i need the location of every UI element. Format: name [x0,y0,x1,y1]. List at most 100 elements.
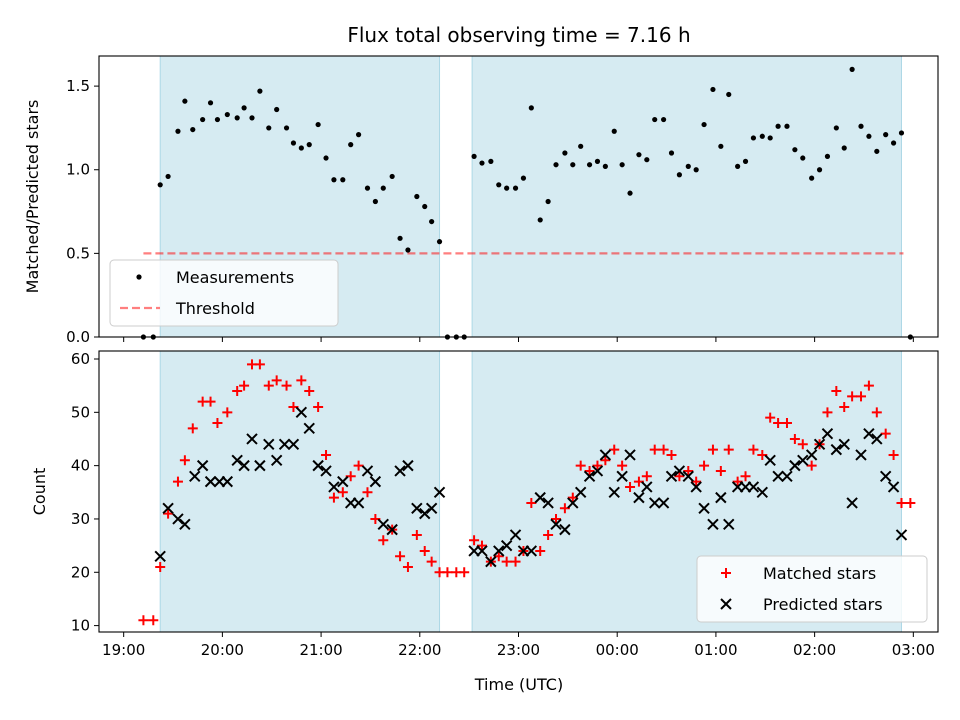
x-tick-label: 22:00 [398,641,441,659]
measurement-point [165,173,171,180]
legend-predicted-label: Predicted stars [763,595,883,614]
predicted-point [608,486,620,499]
x-tick-label: 00:00 [596,641,639,659]
measurement-point [471,153,477,159]
measurement-point [257,88,263,94]
matched-point [699,460,710,471]
predicted-point [509,529,522,541]
x-tick-label: 23:00 [497,641,540,659]
matched-point [163,508,174,519]
predicted-point [361,465,374,477]
measurement-point [355,132,362,138]
measurement-point [759,133,765,139]
predicted-point [278,438,291,451]
observing-window-band [159,350,441,633]
observing-window-band [471,55,902,338]
legend-measurements-marker [136,274,142,280]
predicted-point [394,465,406,477]
measurement-point [545,198,551,205]
measurement-point [274,106,280,113]
predicted-point [402,459,414,472]
measurement-point [824,153,831,159]
matched-point [271,375,282,386]
predicted-point [616,470,628,483]
matched-point [748,444,759,455]
measurement-point [364,185,371,191]
matched-point [649,444,660,455]
measurement-point [636,152,642,158]
measurement-point [182,98,188,104]
matched-point [222,407,233,418]
predicted-point [238,459,250,472]
legend-predicted-marker [720,598,732,610]
predicted-point [485,555,497,568]
measurement-point [372,198,378,205]
matched-point [575,460,586,471]
matched-point [187,423,198,434]
matched-point [740,471,751,482]
measurement-point [578,143,584,149]
predicted-point [500,539,513,552]
measurement-point [306,142,312,148]
predicted-point [433,486,446,499]
measurement-point [570,162,576,168]
measurement-point [348,142,354,148]
count-legend-box [696,555,928,623]
measurement-point [504,185,510,191]
matched-point [543,529,554,540]
ratio-points [140,66,913,340]
predicted-point [231,454,243,467]
predicted-point [204,475,217,488]
predicted-point [813,438,826,451]
predicted-point [781,470,793,483]
measurement-point [405,247,411,253]
measurement-point [224,111,230,118]
predicted-point [525,545,538,557]
ratio-y-ticks: 0.0 0.5 1.0 1.5 [66,77,99,346]
measurement-point [290,140,297,146]
matched-point [281,380,292,391]
x-tick-label: 20:00 [201,641,244,659]
matched-point [353,460,364,471]
measurement-point [726,91,732,98]
legend-measurements-label: Measurements [176,268,294,287]
predicted-point [559,523,571,536]
y-tick-label: 1.5 [66,77,90,95]
matched-point [337,487,348,498]
predicted-point [583,470,596,483]
matched-point [584,465,595,476]
matched-point [138,615,149,626]
measurement-point [611,128,617,134]
matched-point [526,497,537,508]
matched-point [304,385,315,396]
predicted-point [263,438,275,451]
matched-point [896,497,907,508]
measurement-point [249,115,255,121]
measurement-point [436,239,443,245]
measurement-point [676,172,682,178]
measurement-point [833,125,839,131]
y-tick-label: 60 [71,350,90,368]
predicted-point [411,502,423,515]
measurement-point [685,163,691,169]
measurement-point [742,158,749,164]
predicted-point [574,486,587,499]
matched-point [442,567,453,578]
predicted-point [805,449,818,461]
measurement-point [602,163,608,169]
matched-point [313,401,324,412]
y-tick-label: 30 [71,510,90,528]
measurement-point [586,162,593,168]
measurement-point [528,105,534,111]
predicted-point [830,443,843,456]
matched-point [658,444,669,455]
predicted-point [172,513,184,525]
matched-point [510,556,521,567]
measurement-point [479,160,485,166]
measurement-point [849,66,855,72]
measurement-point [175,128,181,134]
count-points [138,359,916,626]
matched-point [148,615,159,626]
measurement-point [874,148,880,154]
